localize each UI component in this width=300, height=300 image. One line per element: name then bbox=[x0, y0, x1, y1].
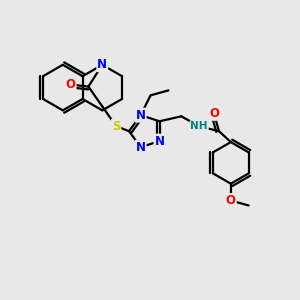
Text: O: O bbox=[226, 194, 236, 207]
Text: NH: NH bbox=[190, 121, 208, 131]
Text: N: N bbox=[154, 135, 164, 148]
Text: O: O bbox=[66, 78, 76, 91]
Text: N: N bbox=[136, 141, 146, 154]
Text: N: N bbox=[97, 58, 107, 71]
Text: S: S bbox=[112, 120, 120, 133]
Text: N: N bbox=[136, 109, 146, 122]
Text: O: O bbox=[209, 107, 219, 120]
